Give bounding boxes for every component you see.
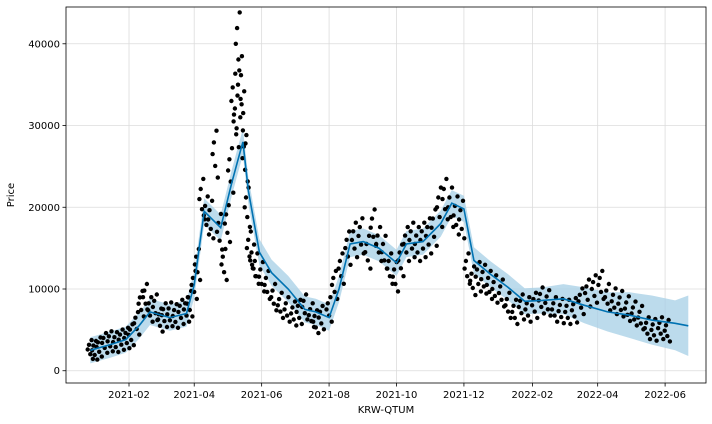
observation-point [275, 290, 286, 321]
observation-point [311, 308, 321, 336]
x-tick-label: 2022-06 [644, 390, 686, 401]
plot-frame [65, 6, 707, 384]
forecast-line-layer [90, 141, 689, 352]
observation-point [235, 54, 246, 116]
observation-point [238, 89, 248, 146]
x-tick-label: 2021-02 [108, 390, 150, 401]
observation-point [282, 295, 292, 324]
observation-point [549, 295, 560, 324]
observation-point [516, 292, 527, 322]
observation-point [105, 329, 116, 354]
observation-point [536, 285, 547, 316]
x-tick-label: 2021-06 [241, 390, 283, 401]
observation-point [473, 259, 484, 294]
observation-point [170, 302, 181, 330]
observation-point [85, 337, 96, 362]
observation-point [423, 216, 434, 256]
observation-point [468, 264, 478, 298]
observation-point [589, 273, 600, 305]
observation-points-layer [85, 10, 673, 362]
x-tick-label: 2022-02 [512, 390, 554, 401]
y-tick-label: 20000 [28, 203, 60, 214]
x-axis-ticks: 2021-02 2021-04 2021-06 2021-08 2021-10 2021-… [108, 383, 686, 401]
observation-point [490, 273, 500, 305]
observation-point [609, 286, 620, 317]
observation-point [229, 71, 239, 131]
observation-point [222, 203, 233, 245]
y-tick-label: 0 [54, 366, 60, 377]
observation-point [159, 301, 170, 330]
observation-point [576, 286, 586, 317]
observation-point [462, 251, 472, 286]
x-tick-label: 2021-10 [376, 390, 418, 401]
observation-point [131, 309, 142, 337]
observation-point [288, 299, 299, 328]
observation-point [418, 220, 428, 260]
y-tick-label: 40000 [28, 39, 60, 50]
observation-point [165, 300, 175, 329]
observation-point [294, 297, 304, 327]
x-tick-label: 2021-04 [173, 390, 215, 401]
observation-point [484, 268, 495, 302]
observation-point [269, 281, 279, 313]
observation-point [210, 128, 220, 180]
uncertainty-band-layer [90, 128, 689, 364]
observation-point [225, 146, 236, 195]
observation-point [503, 290, 513, 321]
observation-point [185, 288, 195, 319]
observation-point [242, 185, 253, 230]
observation-point [233, 10, 244, 78]
observation-point [349, 220, 360, 260]
observation-point [214, 211, 225, 252]
x-tick-label: 2022-04 [577, 390, 619, 401]
observation-point [336, 251, 346, 286]
observation-point [429, 207, 439, 248]
x-tick-label: 2021-12 [443, 390, 485, 401]
x-tick-label: 2021-08 [308, 390, 350, 401]
observation-point [602, 281, 613, 313]
observation-point [407, 220, 417, 260]
observation-point [231, 93, 241, 150]
observation-point [543, 288, 553, 318]
observation-point [662, 317, 673, 344]
observation-point [629, 299, 639, 328]
observation-point [596, 268, 606, 302]
y-tick-label: 10000 [28, 285, 60, 296]
observation-point [206, 198, 216, 241]
observation-point [300, 292, 310, 322]
observation-point [219, 246, 229, 283]
x-axis-label: KRW-QTUM [358, 405, 414, 416]
observation-point [622, 294, 633, 324]
observation-point [456, 198, 467, 241]
y-axis-label: Price [6, 183, 17, 207]
y-axis-ticks: 0 10000 20000 30000 40000 [28, 39, 66, 377]
y-tick-label: 30000 [28, 121, 60, 132]
observation-point [401, 224, 412, 264]
observation-point [99, 330, 110, 355]
observation-point [479, 262, 489, 296]
observation-point [244, 229, 255, 267]
observation-point [262, 268, 272, 302]
observation-point [523, 295, 533, 324]
grid-lines [66, 7, 706, 383]
observation-point [434, 185, 445, 230]
observation-point [176, 297, 186, 327]
observation-point [510, 297, 520, 327]
uncertainty-band [90, 128, 689, 364]
observation-point [569, 295, 580, 325]
forecast-line [90, 141, 689, 352]
observation-point [616, 288, 626, 319]
observation-point [390, 259, 401, 294]
